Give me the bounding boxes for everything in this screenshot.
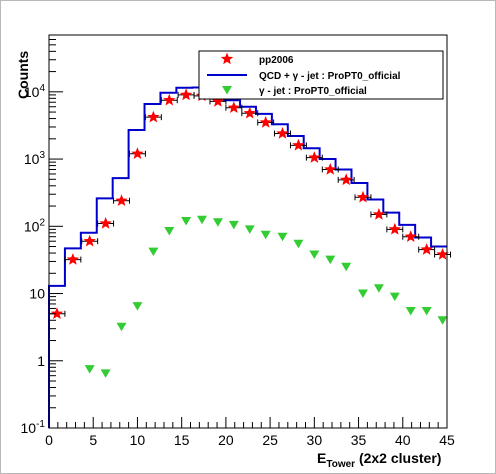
x-tick-label: 35 [351, 432, 367, 448]
x-tick-label: 30 [307, 432, 323, 448]
gamma-jet-point [197, 215, 208, 225]
pp2006-point [356, 190, 370, 203]
gamma-jet-point [164, 227, 175, 236]
gamma-jet-point [357, 289, 368, 299]
y-tick-base: 10 [24, 218, 40, 234]
y-tick-exponent: 3 [39, 150, 45, 161]
y-tick-label: 103 [24, 150, 46, 167]
x-axis-title-main: E [317, 450, 326, 466]
pp2006-point [163, 93, 176, 106]
legend-star-icon [220, 52, 234, 65]
legend-label-gamma: γ - jet : ProPT0_official [259, 86, 367, 97]
x-tick-label: 10 [130, 432, 146, 448]
pp2006-point [50, 307, 64, 319]
y-tick-label: 10 [29, 286, 45, 302]
y-tick-base: 10 [21, 420, 37, 436]
legend-label-qcd: QCD + γ - jet : ProPT0_official [259, 71, 401, 82]
gamma-jet-point [389, 292, 400, 302]
legend-box [198, 50, 444, 100]
gamma-jet-point [373, 284, 384, 293]
pp2006-point [115, 194, 128, 206]
pp2006-point [404, 230, 417, 242]
pp2006-point [227, 101, 240, 113]
legend-label-pp2006: pp2006 [259, 55, 294, 66]
gamma-jet-point [437, 316, 448, 325]
y-tick-label: 102 [24, 217, 46, 234]
y-tick-label: 104 [24, 83, 46, 100]
y-tick-base: 10 [24, 151, 40, 167]
gamma-jet-point [84, 365, 95, 374]
pp2006-point [66, 253, 80, 265]
pp2006-point [420, 243, 433, 255]
gamma-jet-point [148, 247, 159, 257]
y-axis-title: Counts [15, 51, 31, 99]
legend-entry-pp2006: pp2006 [220, 52, 294, 66]
x-tick-label: 40 [395, 432, 411, 448]
x-axis-title-rest: (2x2 cluster) [355, 450, 441, 466]
pp2006-point [131, 147, 144, 159]
y-tick-exponent: 4 [39, 83, 45, 94]
gamma-jet-point [341, 262, 352, 272]
gamma-jet-point [181, 216, 192, 226]
gamma-jet-point [309, 250, 320, 260]
legend-triangle-icon [222, 86, 232, 95]
y-tick-exponent: 2 [39, 217, 45, 228]
x-axis-title: ETower (2x2 cluster) [317, 450, 441, 470]
histogram-qcd-gamma-jet [48, 86, 447, 428]
pp2006-point [259, 116, 272, 128]
pp2006-point [211, 94, 225, 107]
x-tick-label: 25 [262, 432, 278, 448]
pp2006-point [436, 248, 449, 260]
gamma-jet-point [244, 225, 255, 234]
pp2006-point [292, 138, 305, 151]
pp2006-point [372, 208, 386, 220]
x-tick-label: 5 [89, 432, 97, 448]
y-tick-label: 1 [37, 353, 45, 369]
y-tick-label: 10-1 [21, 419, 46, 436]
legend-entry-gamma: γ - jet : ProPT0_official [222, 86, 367, 97]
legend-entry-qcd: QCD + γ - jet : ProPT0_official [207, 71, 401, 82]
plot-frame [48, 34, 448, 429]
pp2006-point [276, 127, 289, 139]
x-axis-title-sub: Tower [326, 459, 355, 470]
pp2006-point [243, 106, 256, 119]
x-tick-label: 20 [218, 432, 234, 448]
x-tick-label: 45 [439, 432, 455, 448]
gamma-jet-point [277, 232, 288, 242]
pp2006-point [83, 234, 96, 247]
gamma-jet-point [260, 230, 271, 240]
y-tick-exponent: -1 [36, 419, 45, 430]
pp2006-point [388, 222, 401, 235]
gamma-jet-point [421, 306, 432, 316]
legend: pp2006 QCD + γ - jet : ProPT0_official γ… [198, 50, 444, 100]
y-tick-base: 10 [24, 84, 40, 100]
marks-layer [48, 88, 452, 378]
gamma-jet-point [116, 322, 127, 332]
histogram-layer [48, 86, 447, 428]
gamma-jet-point [132, 302, 143, 311]
x-tick-label: 15 [174, 432, 190, 448]
gamma-jet-point [405, 306, 416, 316]
pp2006-point [179, 88, 193, 101]
gamma-jet-point [212, 218, 223, 227]
pp2006-point [147, 110, 160, 123]
pp2006-point [99, 217, 112, 229]
x-tick-label: 0 [45, 432, 53, 448]
gamma-jet-point [293, 239, 304, 249]
pp2006-point [308, 151, 321, 163]
gamma-jet-point [228, 220, 239, 230]
pp2006-point [340, 173, 353, 186]
gamma-jet-point [325, 255, 336, 265]
gamma-jet-point [100, 369, 111, 378]
pp2006-point [324, 163, 337, 175]
